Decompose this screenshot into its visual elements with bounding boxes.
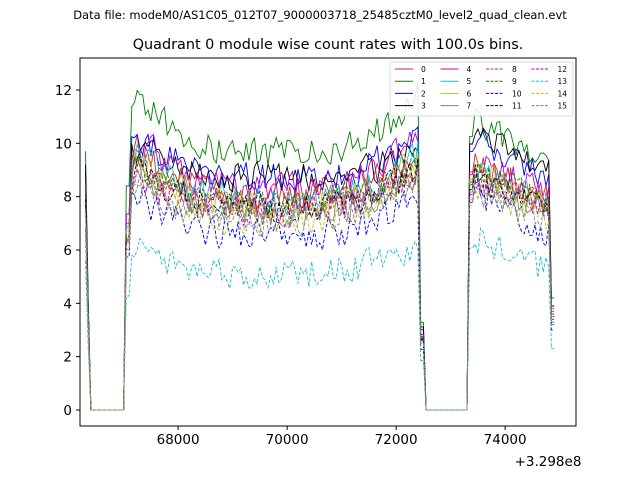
series-line-11 <box>85 156 555 411</box>
y-tick-label-2: 2 <box>63 350 72 366</box>
y-tick-label-12: 12 <box>55 83 72 99</box>
legend-label-10: 10 <box>512 89 522 98</box>
legend-label-1: 1 <box>421 77 426 86</box>
y-tick-label-8: 8 <box>63 190 72 206</box>
legend-label-0: 0 <box>421 65 426 74</box>
legend-label-4: 4 <box>467 65 472 74</box>
x-tick-label-70000: 70000 <box>266 432 309 448</box>
series-line-12 <box>85 166 555 411</box>
legend-label-9: 9 <box>512 77 517 86</box>
x-tick-label-74000: 74000 <box>484 432 527 448</box>
legend-label-5: 5 <box>467 77 472 86</box>
x-offset-label: +3.298e8 <box>515 454 582 470</box>
y-tick-label-0: 0 <box>63 403 72 419</box>
series-line-14 <box>85 173 555 411</box>
series-line-15 <box>85 167 555 411</box>
legend-label-13: 13 <box>558 77 568 86</box>
legend-label-11: 11 <box>512 102 522 111</box>
legend-label-15: 15 <box>558 102 568 111</box>
series-line-9 <box>85 152 555 411</box>
legend-box <box>389 61 574 117</box>
y-tick-label-10: 10 <box>55 136 72 152</box>
y-tick-label-6: 6 <box>63 243 72 259</box>
series-line-13 <box>85 227 555 411</box>
series-line-0 <box>85 134 555 411</box>
legend-label-6: 6 <box>467 89 472 98</box>
legend-label-8: 8 <box>512 65 517 74</box>
legend-label-7: 7 <box>467 102 472 111</box>
chart-title: Quadrant 0 module wise count rates with … <box>133 37 524 53</box>
series-line-6 <box>85 150 555 411</box>
legend-label-2: 2 <box>421 89 426 98</box>
x-tick-label-68000: 68000 <box>157 432 200 448</box>
x-tick-label-72000: 72000 <box>375 432 418 448</box>
legend-label-12: 12 <box>558 65 568 74</box>
legend-label-3: 3 <box>421 102 426 111</box>
axes-frame <box>79 57 577 427</box>
legend-label-14: 14 <box>558 89 568 98</box>
series-line-10 <box>85 181 555 411</box>
y-tick-label-4: 4 <box>63 296 72 312</box>
plot-area <box>85 81 555 411</box>
chart-suptitle: Data file: modeM0/AS1C05_012T07_90000037… <box>73 8 567 22</box>
